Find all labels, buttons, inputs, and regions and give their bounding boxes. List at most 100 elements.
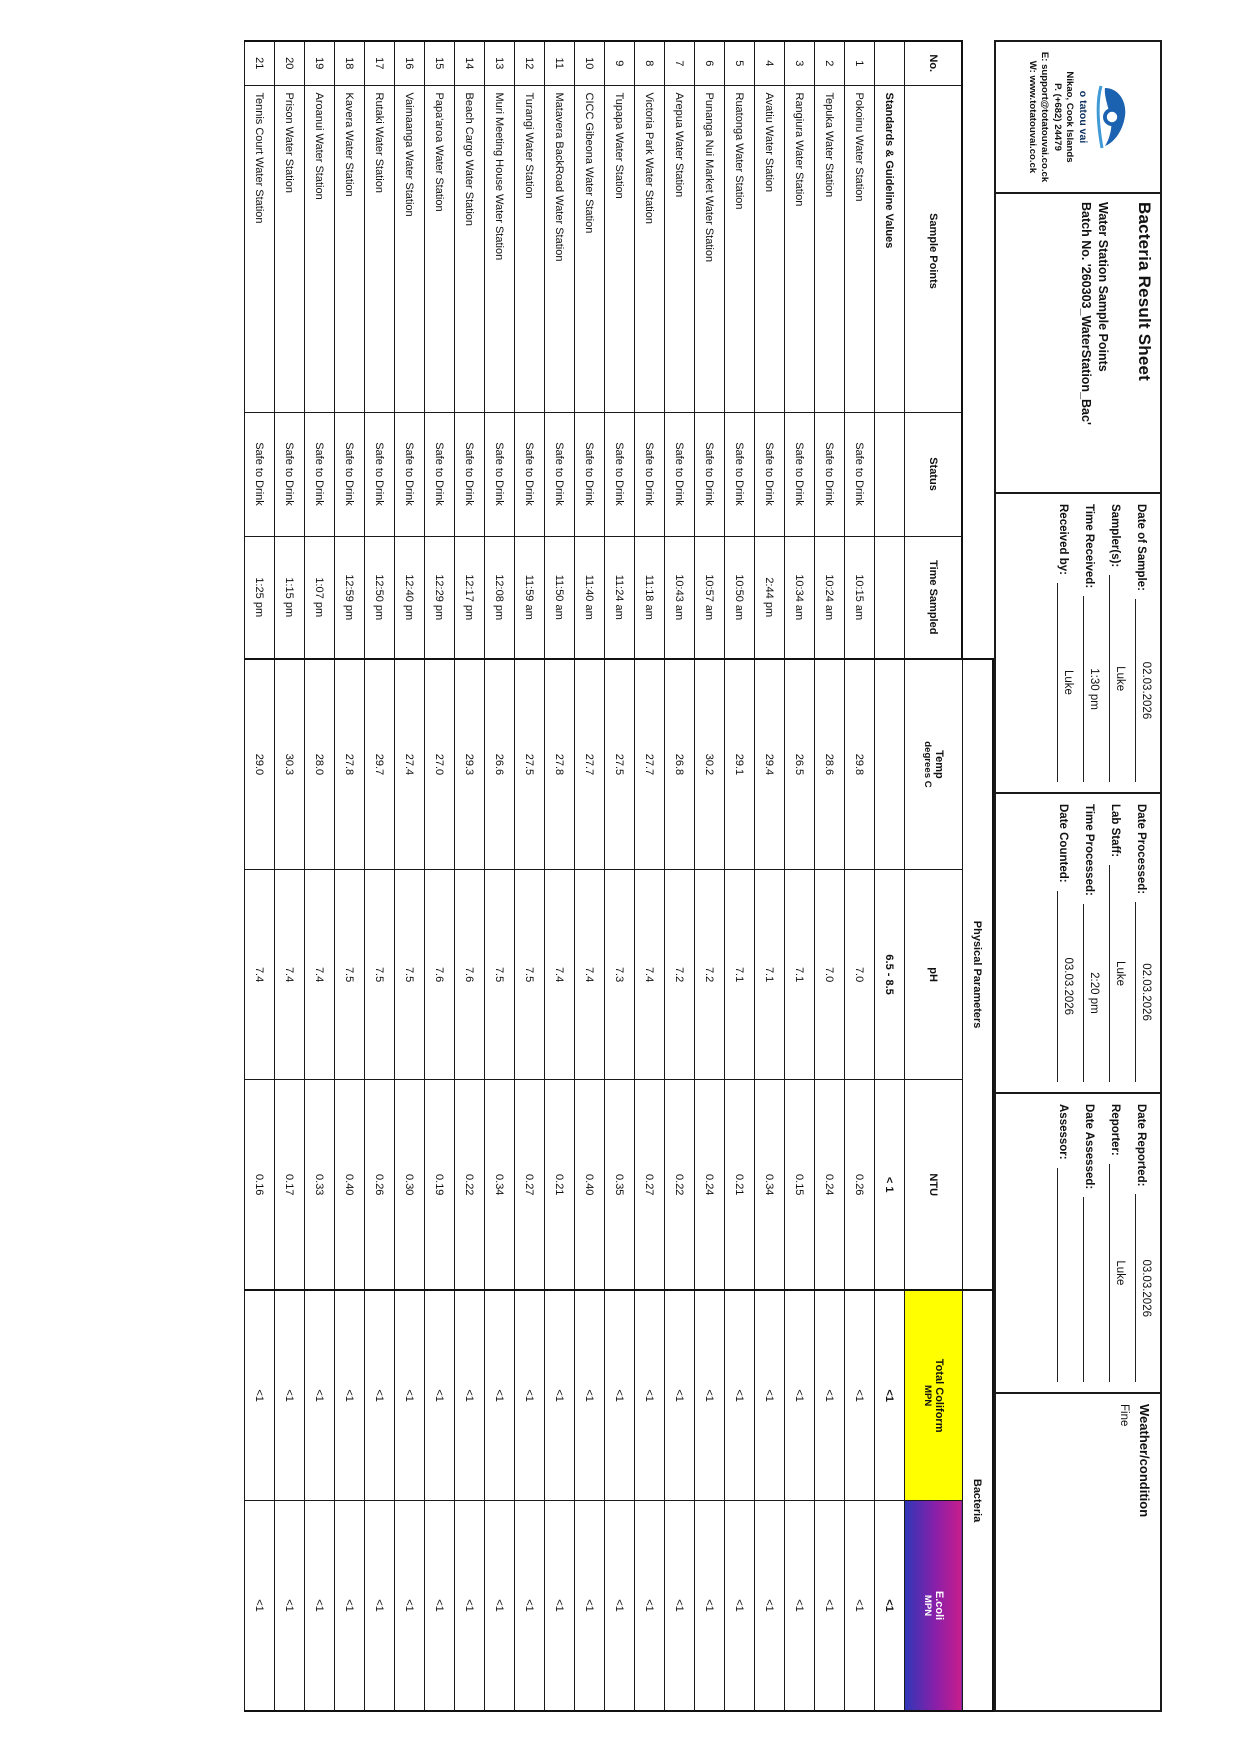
row-status: Safe to Drink: [484, 412, 515, 536]
row-sample-point: Turangi Water Station: [514, 85, 545, 412]
field-value-date-counted[interactable]: 03.03.2026: [1057, 890, 1074, 1082]
field-row: Date Reported: 03.03.2026: [1135, 1104, 1152, 1382]
row-ph: 7.5: [484, 869, 515, 1080]
col-header-ecoli: E.coli MPN: [904, 1500, 963, 1711]
row-sample-point: Rutaki Water Station: [364, 85, 395, 412]
row-total-coliform: <1: [454, 1290, 485, 1501]
row-ph: 7.5: [514, 869, 545, 1080]
row-time-sampled: 10:50 am: [724, 536, 755, 659]
field-row: Time Received: 1:30 pm: [1083, 504, 1100, 782]
row-ntu: 0.22: [664, 1079, 695, 1291]
row-ph: 7.4: [274, 869, 305, 1080]
standards-time: [874, 536, 905, 659]
row-temp: 27.5: [514, 659, 545, 870]
field-value-received-by[interactable]: Luke: [1057, 582, 1074, 782]
table-row: 13 Muri Meeting House Water Station Safe t…: [484, 41, 515, 1711]
table-row: 3 Rangiura Water Station Safe to Drink 10:3…: [784, 41, 815, 1711]
row-temp: 30.2: [694, 659, 725, 870]
field-value-time-received[interactable]: 1:30 pm: [1083, 596, 1100, 782]
row-no: 18: [334, 41, 365, 85]
weather-value[interactable]: Fine: [1118, 1404, 1130, 1427]
row-no: 6: [694, 41, 725, 85]
row-no: 21: [244, 41, 275, 85]
row-total-coliform: <1: [754, 1290, 785, 1501]
field-row: Date Counted: 03.03.2026: [1057, 804, 1074, 1082]
field-value-lab-staff[interactable]: Luke: [1109, 865, 1126, 1082]
row-ph: 7.6: [454, 869, 485, 1080]
row-no: 12: [514, 41, 545, 85]
row-ph: 7.4: [544, 869, 575, 1080]
row-temp: 30.3: [274, 659, 305, 870]
field-value-assessor[interactable]: [1057, 1167, 1074, 1382]
row-status: Safe to Drink: [334, 412, 365, 536]
field-value-date-of-sample[interactable]: 02.03.2026: [1135, 598, 1152, 782]
row-ph: 7.6: [424, 869, 455, 1080]
row-no: 13: [484, 41, 515, 85]
row-sample-point: Muri Meeting House Water Station: [484, 85, 515, 412]
row-sample-point: Aroanui Water Station: [304, 85, 335, 412]
result-sheet: o tatou vai Nikao, Cook Islands P. (+682…: [72, 40, 1162, 1712]
row-temp: 28.6: [814, 659, 845, 870]
row-status: Safe to Drink: [394, 412, 425, 536]
table-row: 9 Tupapa Water Station Safe to Drink 11:24 …: [604, 41, 635, 1711]
row-total-coliform: <1: [814, 1290, 845, 1501]
standards-ph: 6.5 - 8.5: [874, 869, 905, 1080]
row-temp: 29.0: [244, 659, 275, 870]
row-ntu: 0.26: [844, 1079, 875, 1291]
field-row: Sampler(s): Luke: [1109, 504, 1126, 782]
water-drop-logo-icon: [1096, 85, 1125, 149]
org-logo-block: o tatou vai Nikao, Cook Islands P. (+682…: [996, 42, 1160, 194]
row-ph: 7.1: [754, 869, 785, 1080]
row-ph: 7.4: [304, 869, 335, 1080]
field-label: Date of Sample:: [1135, 504, 1147, 591]
field-label: Reporter:: [1109, 1104, 1121, 1156]
row-ecoli: <1: [784, 1500, 815, 1711]
field-value-time-processed[interactable]: 2:20 pm: [1083, 903, 1100, 1082]
row-temp: 29.8: [844, 659, 875, 870]
field-label: Date Processed:: [1135, 804, 1147, 895]
results-table-body: Standards & Guideline Values 6.5 - 8.5 <…: [244, 41, 905, 1711]
row-total-coliform: <1: [604, 1290, 635, 1501]
row-temp: 27.5: [604, 659, 635, 870]
row-no: 9: [604, 41, 635, 85]
row-ntu: 0.34: [754, 1079, 785, 1291]
row-temp: 27.0: [424, 659, 455, 870]
row-status: Safe to Drink: [304, 412, 335, 536]
row-ph: 7.1: [784, 869, 815, 1080]
row-time-sampled: 12:08 pm: [484, 536, 515, 659]
col-header-ntu: NTU: [904, 1079, 963, 1291]
row-ntu: 0.21: [544, 1079, 575, 1291]
row-ntu: 0.26: [364, 1079, 395, 1291]
standards-row: Standards & Guideline Values 6.5 - 8.5 <…: [874, 41, 905, 1711]
field-value-date-assessed[interactable]: [1083, 1197, 1100, 1382]
row-ph: 7.4: [244, 869, 275, 1080]
row-ph: 7.1: [724, 869, 755, 1080]
field-label: Lab Staff:: [1109, 804, 1121, 858]
row-ntu: 0.16: [244, 1079, 275, 1291]
field-value-date-reported[interactable]: 03.03.2026: [1135, 1194, 1152, 1382]
row-ph: 7.2: [664, 869, 695, 1080]
col-header-ecoli-label: E.coli: [933, 1590, 945, 1621]
row-total-coliform: <1: [844, 1290, 875, 1501]
row-ntu: 0.33: [304, 1079, 335, 1291]
row-ph: 7.0: [844, 869, 875, 1080]
col-header-temp-label: Temp: [933, 750, 945, 779]
field-row: Assessor:: [1057, 1104, 1074, 1382]
standards-ecoli: <1: [874, 1500, 905, 1711]
row-ntu: 0.24: [694, 1079, 725, 1291]
row-time-sampled: 10:34 am: [784, 536, 815, 659]
field-value-reporter[interactable]: Luke: [1109, 1163, 1126, 1382]
row-ecoli: <1: [844, 1500, 875, 1711]
row-time-sampled: 12:17 pm: [454, 536, 485, 659]
row-status: Safe to Drink: [754, 412, 785, 536]
sampling-info-block: Date of Sample: 02.03.2026 Sampler(s): Luk…: [996, 494, 1160, 794]
row-ecoli: <1: [394, 1500, 425, 1711]
row-total-coliform: <1: [304, 1290, 335, 1501]
field-value-date-processed[interactable]: 02.03.2026: [1135, 902, 1152, 1082]
row-time-sampled: 10:15 am: [844, 536, 875, 659]
row-temp: 27.7: [634, 659, 665, 870]
field-value-samplers[interactable]: Luke: [1109, 575, 1126, 782]
table-row: 12 Turangi Water Station Safe to Drink 11:5…: [514, 41, 545, 1711]
row-total-coliform: <1: [664, 1290, 695, 1501]
row-no: 17: [364, 41, 395, 85]
